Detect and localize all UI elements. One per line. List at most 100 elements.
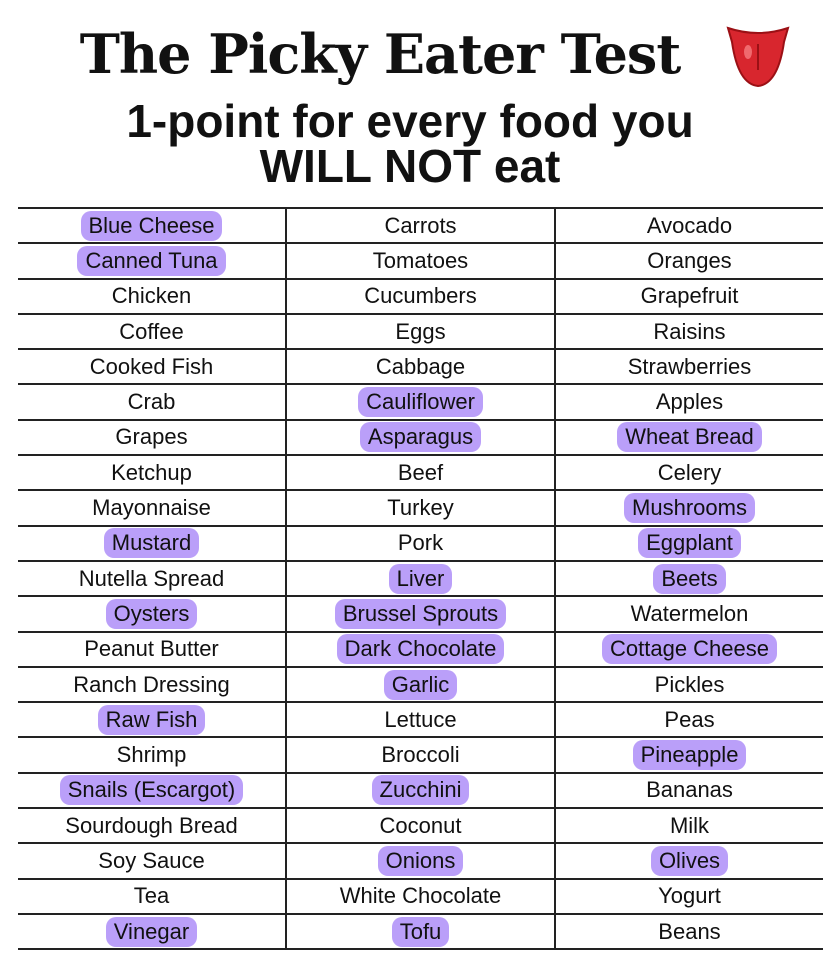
- table-cell: Apples: [554, 385, 823, 419]
- table-cell: Snails (Escargot): [18, 774, 285, 807]
- food-item: Onions: [377, 845, 464, 876]
- food-item: Oranges: [647, 247, 732, 273]
- food-table: Blue Cheese Carrots Avocado Canned Tuna Toma…: [18, 207, 823, 951]
- food-item: Cauliflower: [358, 387, 483, 418]
- food-item: Grapefruit: [640, 283, 739, 309]
- table-cell: Garlic: [285, 667, 554, 702]
- table-cell: Tofu: [285, 914, 554, 949]
- table-row: Nutella Spread Liver Beets: [18, 561, 823, 598]
- table-cell: Liver: [285, 561, 554, 596]
- food-item: Snails (Escargot): [59, 775, 244, 806]
- table-cell: Cucumbers: [285, 279, 554, 313]
- table-row: Blue Cheese Carrots Avocado: [18, 209, 823, 245]
- food-item: Beans: [658, 918, 721, 944]
- food-item: Sourdough Bread: [65, 812, 238, 838]
- food-item: Carrots: [384, 212, 457, 238]
- food-item: Vinegar: [105, 916, 198, 947]
- table-cell: Crab: [18, 385, 285, 418]
- food-item: Oysters: [105, 598, 198, 629]
- food-item: Watermelon: [630, 600, 749, 626]
- food-item: Celery: [657, 459, 722, 485]
- food-item: Crab: [127, 389, 176, 415]
- table-row: Canned Tuna Tomatoes Oranges: [18, 244, 823, 280]
- table-row: Ketchup Beef Celery: [18, 456, 823, 492]
- table-cell: Olives: [554, 844, 823, 878]
- table-cell: Vinegar: [18, 915, 285, 948]
- food-item: Pineapple: [632, 740, 747, 771]
- table-cell: Blue Cheese: [18, 209, 285, 242]
- table-cell: Mushrooms: [554, 491, 823, 525]
- food-item: Olives: [650, 845, 729, 876]
- table-row: Sourdough Bread Coconut Milk: [18, 809, 823, 845]
- table-cell: Pineapple: [554, 738, 823, 772]
- table-cell: Eggplant: [554, 526, 823, 560]
- food-item: Apples: [655, 389, 724, 415]
- table-cell: Beets: [554, 561, 823, 596]
- food-item: Soy Sauce: [98, 847, 205, 873]
- table-cell: Dark Chocolate: [285, 632, 554, 666]
- table-cell: Soy Sauce: [18, 844, 285, 877]
- table-row: Oysters Brussel Sprouts Watermelon: [18, 597, 823, 633]
- table-cell: Strawberries: [554, 350, 823, 384]
- food-item: Tomatoes: [372, 247, 469, 273]
- food-item: Coffee: [119, 318, 184, 344]
- table-cell: Coffee: [18, 315, 285, 348]
- table-cell: Milk: [554, 809, 823, 843]
- table-cell: Nutella Spread: [18, 562, 285, 595]
- table-cell: Asparagus: [285, 420, 554, 455]
- table-cell: Ketchup: [18, 456, 285, 489]
- table-cell: Lettuce: [285, 703, 554, 737]
- food-item: Peanut Butter: [84, 636, 219, 662]
- food-item: Canned Tuna: [77, 245, 226, 276]
- food-item: Tofu: [391, 916, 450, 947]
- table-row: Tea White Chocolate Yogurt: [18, 879, 823, 915]
- table-cell: Beef: [285, 456, 554, 490]
- food-item: Raw Fish: [97, 704, 206, 735]
- table-row: Chicken Cucumbers Grapefruit: [18, 279, 823, 315]
- table-cell: Grapes: [18, 421, 285, 454]
- table-cell: Zucchini: [285, 773, 554, 808]
- subtitle: 1-point for every food you: [126, 95, 694, 147]
- table-cell: Coconut: [285, 809, 554, 843]
- food-item: Pork: [397, 530, 444, 556]
- table-cell: Peas: [554, 703, 823, 737]
- table-cell: Pickles: [554, 667, 823, 702]
- food-item: Milk: [669, 812, 710, 838]
- table-cell: Eggs: [285, 314, 554, 349]
- table-cell: Grapefruit: [554, 279, 823, 313]
- food-item: Mayonnaise: [92, 495, 211, 521]
- food-item: Ketchup: [111, 459, 192, 485]
- table-cell: Raw Fish: [18, 703, 285, 736]
- food-item: Bananas: [646, 777, 733, 803]
- table-cell: Ranch Dressing: [18, 668, 285, 701]
- table-cell: Tea: [18, 880, 285, 913]
- table-cell: Peanut Butter: [18, 633, 285, 666]
- table-cell: Pork: [285, 526, 554, 560]
- table-row: Peanut Butter Dark Chocolate Cottage Chees…: [18, 632, 823, 668]
- table-row: Crab Cauliflower Apples: [18, 385, 823, 421]
- food-item: Turkey: [387, 495, 454, 521]
- table-row: Shrimp Broccoli Pineapple: [18, 738, 823, 774]
- food-item: Raisins: [653, 318, 726, 344]
- table-cell: Chicken: [18, 280, 285, 313]
- table-cell: Mayonnaise: [18, 491, 285, 524]
- food-item: Beef: [397, 459, 444, 485]
- food-item: Peas: [664, 706, 715, 732]
- food-item: Pickles: [654, 671, 725, 697]
- food-item: Shrimp: [116, 742, 187, 768]
- food-item: Avocado: [646, 212, 733, 238]
- food-item: Tea: [133, 883, 170, 909]
- table-cell: Brussel Sprouts: [285, 597, 554, 631]
- table-cell: Carrots: [285, 209, 554, 243]
- table-row: Raw Fish Lettuce Peas: [18, 703, 823, 739]
- table-cell: Tomatoes: [285, 244, 554, 278]
- food-item: Beets: [653, 563, 726, 594]
- food-item: White Chocolate: [339, 883, 502, 909]
- table-cell: Avocado: [554, 209, 823, 243]
- food-item: Coconut: [379, 812, 462, 838]
- table-row: Ranch Dressing Garlic Pickles: [18, 667, 823, 704]
- food-item: Broccoli: [381, 742, 460, 768]
- food-item: Cottage Cheese: [602, 634, 777, 665]
- food-item: Yogurt: [658, 883, 721, 909]
- table-cell: White Chocolate: [285, 879, 554, 913]
